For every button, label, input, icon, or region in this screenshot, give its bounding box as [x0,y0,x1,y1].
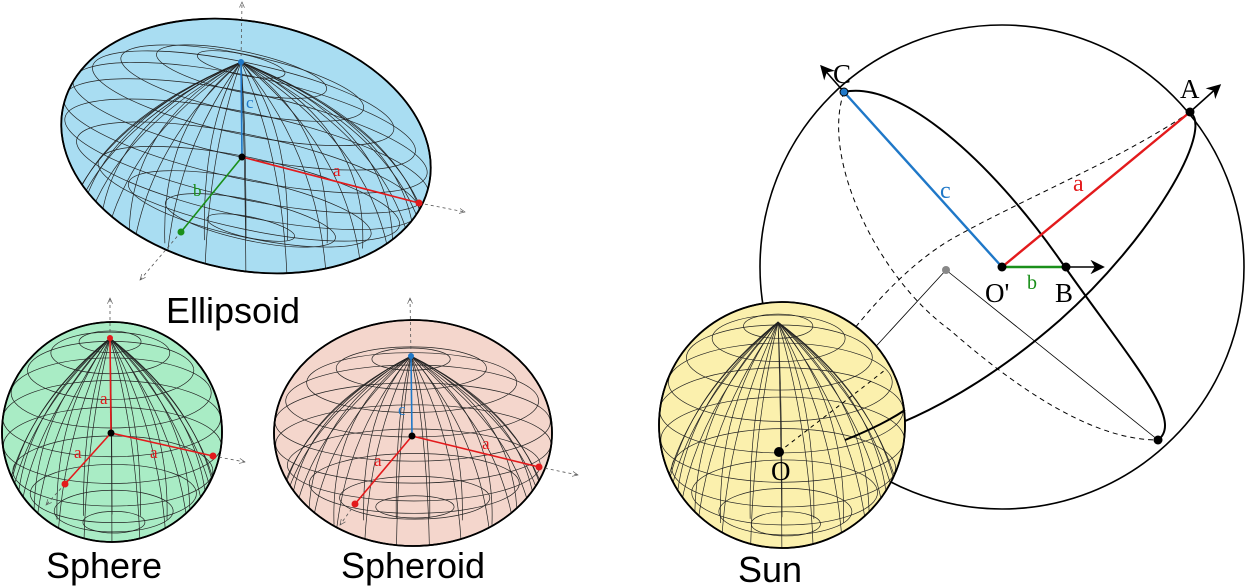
axis-c-line [843,91,1003,268]
point-O-label: O [771,456,791,486]
point-O-prime-label: O' [985,278,1009,308]
spheroid-label-a-right: a [482,434,490,453]
spheroid-label-c: c [398,400,406,419]
sun-caption: Sun [738,549,802,587]
spheroid-caption: Spheroid [341,545,485,586]
ellipsoid-figure: c a b Ellipsoid [58,0,465,331]
roche-circle [759,24,1245,510]
spheroid-label-a-left: a [374,451,382,470]
ellipsoid-semi-axis-c [240,61,243,158]
ellipsoid-semi-axis-b [180,156,243,233]
sphere-label-a-vertical: a [100,389,108,408]
ellipsoid-semi-axis-a [241,156,420,204]
sphere-label-a-right: a [150,443,158,462]
axis-a-label: a [1073,171,1084,197]
sphere-label-a-left: a [74,443,82,462]
axis-c-label: c [940,178,951,204]
ellipsoid-label-c: c [246,93,254,112]
point-A-label: A [1180,74,1200,104]
ellipsoid-caption: Ellipsoid [166,290,300,331]
point-C-label: C [833,59,851,89]
tidal-figure: C A B O' O c a b Sun [658,24,1245,587]
ellipsoid-label-b: b [193,181,202,200]
point-B-label: B [1055,278,1073,308]
axis-b-label: b [1027,272,1037,294]
sphere-figure: a a a Sphere [1,298,245,586]
axis-a-line [1001,111,1191,268]
sphere-caption: Sphere [46,545,162,586]
spheroid-figure: c a a Spheroid [273,298,578,586]
ellipsoid-label-a: a [333,161,341,180]
ellipsoid-axis-z [241,2,242,63]
